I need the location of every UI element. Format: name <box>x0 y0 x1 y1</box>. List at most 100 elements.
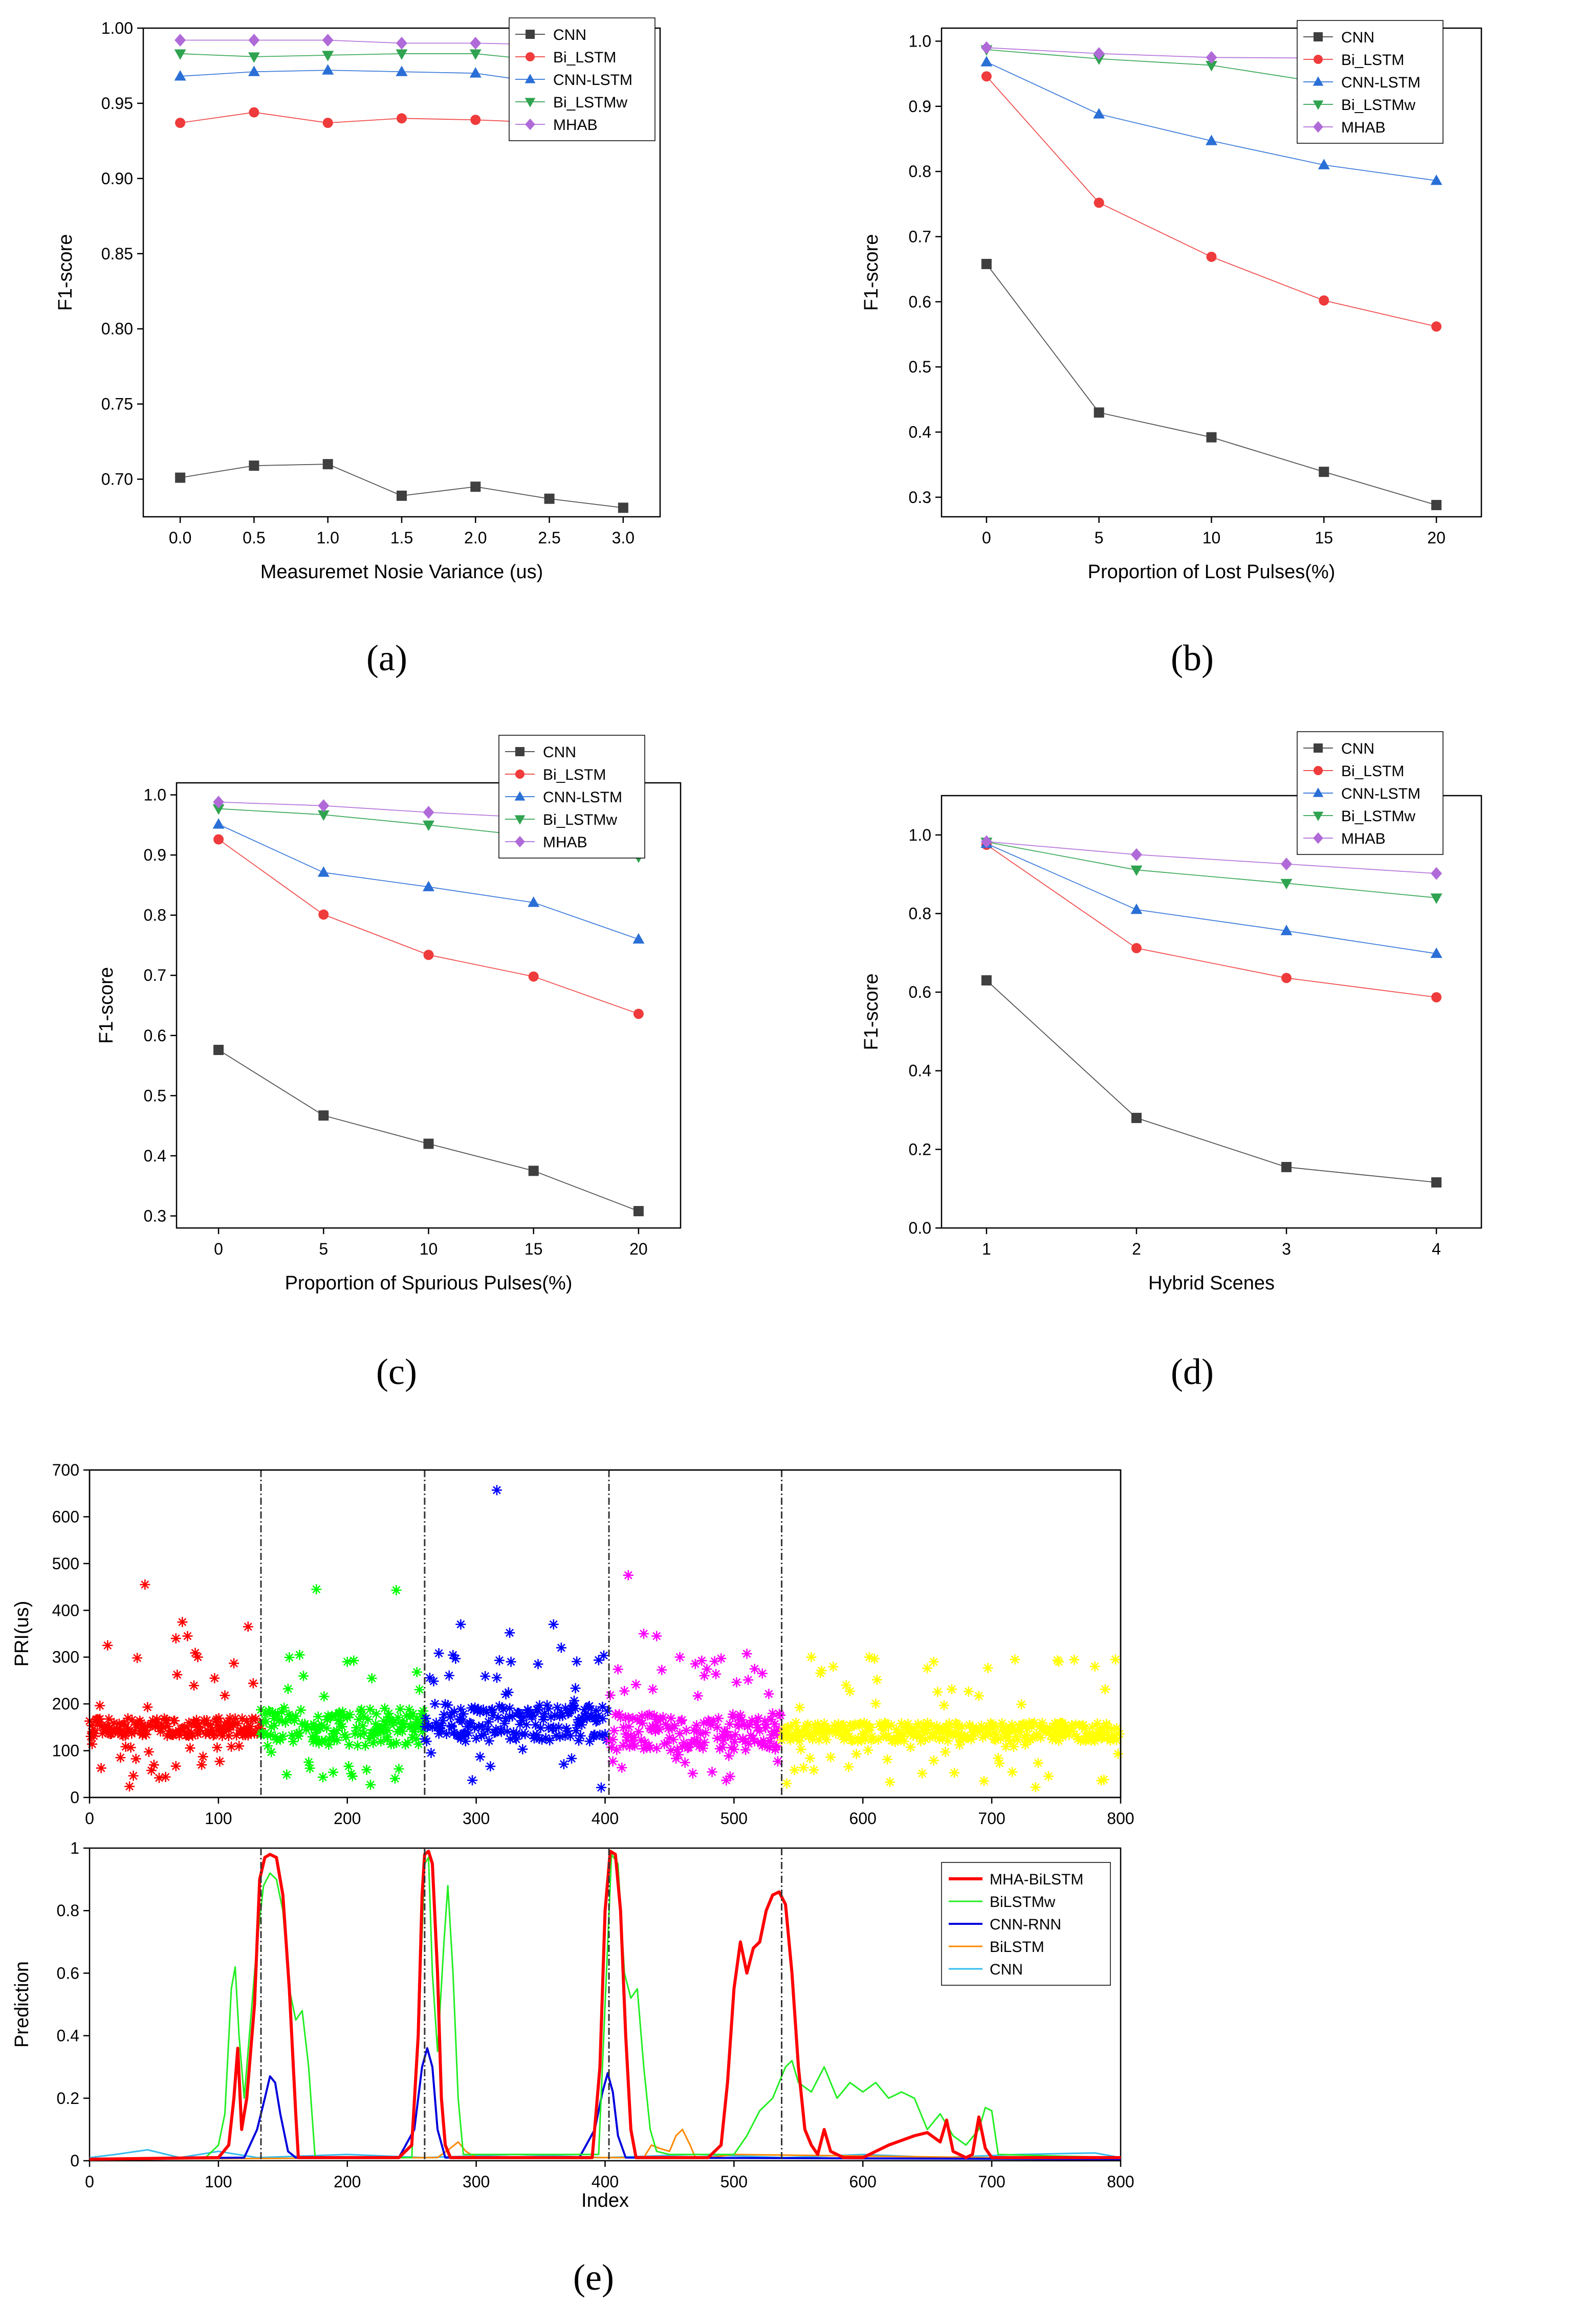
scatter-point <box>928 1656 939 1667</box>
scatter-point <box>718 1735 729 1746</box>
scatter-point <box>839 1734 849 1745</box>
x-tick-label: 800 <box>1107 1809 1134 1828</box>
scatter-point <box>752 1722 763 1733</box>
scatter-point <box>538 1714 549 1725</box>
scatter-point <box>589 1729 600 1740</box>
legend-marker <box>1313 811 1324 821</box>
point-CNN <box>470 481 481 492</box>
scatter-point <box>717 1742 728 1753</box>
scatter-point <box>838 1720 849 1730</box>
legend-label-CNN-LSTM: CNN-LSTM <box>1341 785 1420 802</box>
scatter-point <box>1053 1729 1064 1740</box>
scatter-point <box>316 1719 327 1730</box>
series-line-CNN <box>180 464 623 509</box>
scatter-point <box>272 1708 283 1719</box>
scatter-point <box>657 1664 667 1675</box>
scatter-point <box>304 1763 315 1773</box>
scatter-point <box>291 1711 301 1722</box>
scatter-point <box>263 1741 273 1751</box>
scatter-point <box>754 1725 765 1736</box>
legend-label-Bi_LSTMw: Bi_LSTMw <box>1341 808 1415 825</box>
scatter-point <box>480 1671 491 1682</box>
scatter-point <box>717 1731 728 1742</box>
scatter-point <box>383 1708 394 1719</box>
scatter-point <box>1011 1731 1021 1742</box>
legend-label-CNN: CNN <box>1341 29 1374 46</box>
point-CNN-LSTM <box>212 818 225 829</box>
scatter-point <box>702 1664 712 1675</box>
scatter-point <box>637 1718 648 1728</box>
scatter-point <box>712 1733 723 1744</box>
scatter-point <box>654 1724 665 1735</box>
scatter-point <box>764 1736 775 1746</box>
point-CNN <box>175 472 186 483</box>
scatter-point <box>570 1683 581 1694</box>
scatter-point <box>234 1741 245 1751</box>
scatter-point <box>687 1768 698 1779</box>
legend-marker <box>515 770 524 779</box>
scatter-point <box>1022 1736 1033 1746</box>
legend-marker <box>515 836 525 848</box>
scatter-point <box>1022 1723 1033 1734</box>
point-Bi_LSTMw <box>1206 61 1217 72</box>
y-tick-label: 0.2 <box>909 1140 931 1158</box>
y-tick-label: 0 <box>70 2152 79 2170</box>
scatter-point <box>828 1661 839 1672</box>
scatter-point <box>1111 1723 1122 1734</box>
y-tick-label: 0.6 <box>909 293 931 311</box>
scatter-point <box>915 1736 926 1747</box>
scatter-point <box>435 1723 446 1734</box>
scatter-point <box>981 1727 992 1738</box>
point-MHAB <box>322 34 334 47</box>
legend-label-CNN: CNN <box>1341 740 1374 757</box>
point-Bi_LSTM <box>1094 198 1104 208</box>
scatter-point <box>677 1741 688 1752</box>
x-axis-label: Index <box>581 2190 629 2211</box>
scatter-point <box>1003 1728 1014 1739</box>
scatter-point <box>1089 1661 1100 1672</box>
series-line-CNN <box>986 264 1437 506</box>
scatter-point <box>370 1719 381 1729</box>
scatter-point <box>388 1718 399 1728</box>
scatter-point <box>731 1677 742 1687</box>
point-CNN <box>1431 500 1442 511</box>
scatter-point <box>639 1743 649 1754</box>
scatter-point <box>474 1707 485 1718</box>
point-MHAB <box>1093 47 1105 60</box>
scatter-point <box>552 1702 563 1713</box>
scatter-point <box>937 1733 948 1744</box>
scatter-point <box>214 1756 225 1767</box>
scatter-point <box>337 1721 347 1732</box>
scatter-point <box>162 1716 172 1726</box>
scatter-point <box>607 1756 618 1767</box>
scatter-point <box>1033 1758 1043 1768</box>
legend-label-MHAB: MHAB <box>1341 119 1386 136</box>
scatter-point <box>863 1745 873 1756</box>
point-Bi_LSTMw <box>317 810 330 821</box>
scatter-point <box>658 1711 668 1722</box>
scatter-point <box>726 1742 737 1753</box>
scatter-point <box>1043 1771 1054 1782</box>
y-tick-label: 200 <box>52 1695 79 1713</box>
scatter-point <box>469 1722 480 1733</box>
scatter-point <box>851 1749 862 1760</box>
scatter-point <box>361 1764 372 1775</box>
scatter-point <box>818 1729 828 1740</box>
point-Bi_LSTM <box>1131 943 1142 954</box>
scatter-point <box>537 1734 548 1745</box>
scatter-point <box>488 1710 498 1721</box>
scatter-point <box>1097 1732 1108 1743</box>
scatter-point <box>248 1678 258 1688</box>
scatter-point <box>392 1712 403 1723</box>
scatter-point <box>1030 1782 1041 1793</box>
scatter-point <box>932 1686 943 1697</box>
scatter-point <box>637 1710 647 1721</box>
scatter-point <box>899 1736 909 1747</box>
scatter-point <box>713 1713 724 1724</box>
scatter-point <box>734 1720 745 1731</box>
scatter-point <box>1072 1731 1082 1742</box>
scatter-point <box>770 1719 780 1729</box>
scatter-point <box>651 1743 662 1754</box>
scatter-point <box>592 1715 603 1726</box>
scatter-point <box>163 1721 173 1732</box>
